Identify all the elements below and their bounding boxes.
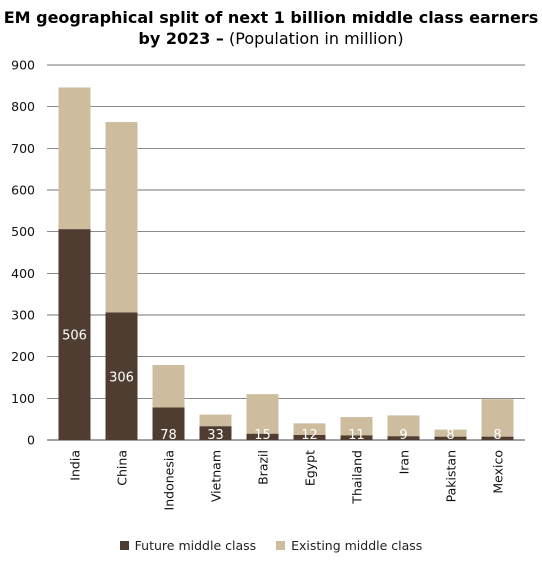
y-tick-label-0: 0 xyxy=(27,433,35,448)
bar-future-mexico xyxy=(481,436,514,440)
bar-existing-pakistan xyxy=(434,429,467,437)
data-label-vietnam: 33 xyxy=(207,428,224,443)
x-tick-label-mexico: Mexico xyxy=(491,450,506,494)
chart-title-main: EM geographical split of next 1 billion … xyxy=(3,8,539,48)
data-label-indonesia: 78 xyxy=(160,428,177,443)
legend-item-future: Future middle class xyxy=(119,538,257,553)
x-tick-label-india: India xyxy=(68,450,83,481)
y-tick-label-800: 800 xyxy=(11,99,35,114)
bar-existing-brazil xyxy=(246,394,279,434)
legend-label-existing: Existing middle class xyxy=(291,538,423,553)
bar-existing-egypt xyxy=(293,423,326,435)
data-label-mexico: 8 xyxy=(493,428,501,443)
x-tick-label-indonesia: Indonesia xyxy=(162,450,177,510)
chart-title: EM geographical split of next 1 billion … xyxy=(0,7,542,49)
data-label-iran: 9 xyxy=(399,428,407,443)
x-tick-label-china: China xyxy=(115,450,130,486)
legend-swatch-existing xyxy=(276,541,286,550)
data-label-china: 306 xyxy=(109,370,134,385)
bar-future-brazil xyxy=(246,433,279,440)
bar-future-iran xyxy=(387,436,420,440)
y-tick-label-100: 100 xyxy=(11,391,35,406)
y-tick-label-400: 400 xyxy=(11,266,35,281)
bar-future-pakistan xyxy=(434,436,467,440)
bar-existing-thailand xyxy=(340,417,373,436)
x-tick-label-iran: Iran xyxy=(397,450,412,474)
bar-existing-india xyxy=(58,87,91,230)
data-label-brazil: 15 xyxy=(254,428,271,443)
chart-legend: Future middle class Existing middle clas… xyxy=(0,538,542,553)
x-tick-label-brazil: Brazil xyxy=(256,450,271,485)
bar-future-thailand xyxy=(340,435,373,440)
y-tick-label-600: 600 xyxy=(11,183,35,198)
chart-title-units: (Population in million) xyxy=(223,29,404,48)
y-tick-label-500: 500 xyxy=(11,224,35,239)
legend-label-future: Future middle class xyxy=(134,538,257,553)
data-label-egypt: 12 xyxy=(301,428,318,443)
data-label-pakistan: 8 xyxy=(446,428,454,443)
x-tick-label-pakistan: Pakistan xyxy=(444,450,459,502)
data-label-thailand: 11 xyxy=(348,428,365,443)
bar-future-india xyxy=(58,229,91,440)
bar-future-china xyxy=(105,312,138,440)
legend-swatch-future xyxy=(119,541,129,550)
bar-existing-mexico xyxy=(481,399,514,437)
bar-future-vietnam xyxy=(199,426,232,440)
bar-existing-iran xyxy=(387,415,420,437)
x-tick-label-thailand: Thailand xyxy=(350,450,365,505)
y-tick-label-900: 900 xyxy=(11,58,35,73)
x-tick-label-vietnam: Vietnam xyxy=(209,450,224,502)
y-tick-label-200: 200 xyxy=(11,349,35,364)
y-tick-label-300: 300 xyxy=(11,308,35,323)
x-tick-label-egypt: Egypt xyxy=(303,450,318,486)
y-tick-label-700: 700 xyxy=(11,141,35,156)
bar-future-indonesia xyxy=(152,407,185,440)
bar-future-egypt xyxy=(293,435,326,440)
bar-existing-vietnam xyxy=(199,414,232,427)
legend-item-existing: Existing middle class xyxy=(276,538,422,553)
bar-existing-indonesia xyxy=(152,365,185,408)
bar-existing-china xyxy=(105,122,138,313)
data-label-india: 506 xyxy=(62,329,87,344)
